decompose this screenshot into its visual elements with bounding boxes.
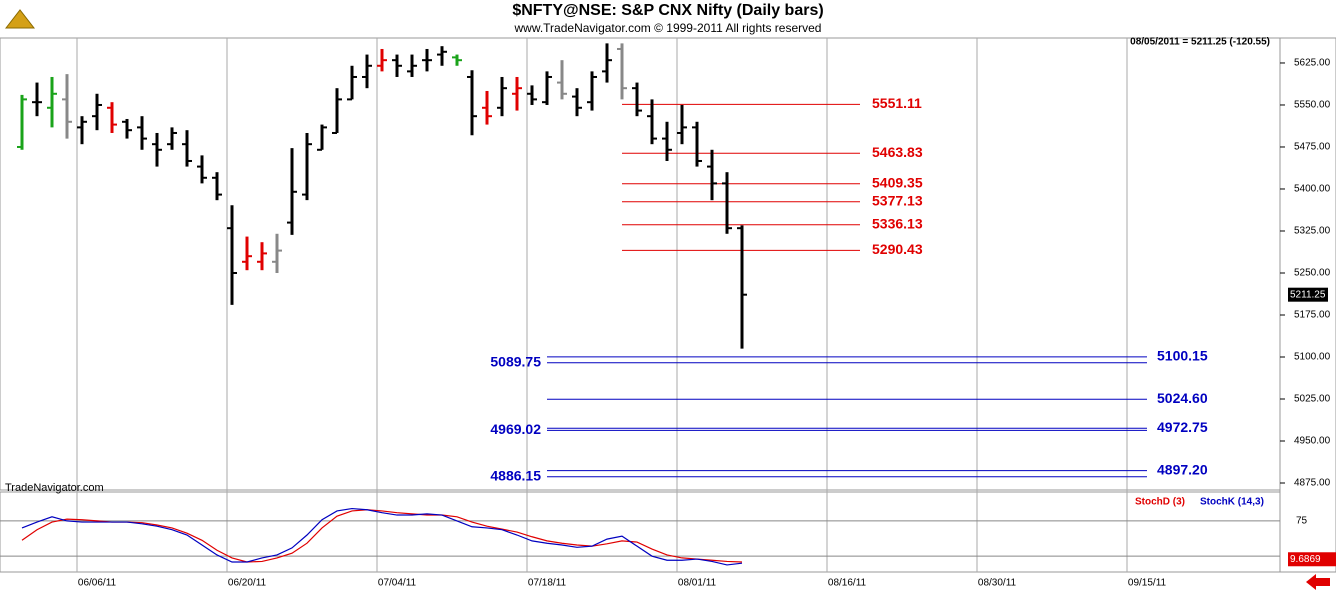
- chart-title: $NFTY@NSE: S&P CNX Nifty (Daily bars): [512, 2, 823, 19]
- resistance-label: 5463.83: [872, 144, 923, 160]
- logo: [4, 9, 36, 29]
- legend-entry: StochD (3): [1135, 497, 1185, 508]
- support-label: 4972.75: [1157, 419, 1208, 435]
- x-tick-label: 07/18/11: [528, 578, 567, 589]
- x-tick-label: 08/30/11: [978, 578, 1017, 589]
- subtitle: www.TradeNavigator.com © 1999-2011 All r…: [514, 21, 822, 35]
- stoch-panel: [0, 491, 1281, 573]
- y-tick-label: 5625.00: [1294, 58, 1331, 69]
- resistance-label: 5409.35: [872, 174, 923, 190]
- y-tick-label: 5325.00: [1294, 226, 1331, 237]
- resistance-label: 5290.43: [872, 241, 923, 257]
- support-label: 4886.15: [490, 467, 541, 483]
- y-tick-label: 5175.00: [1294, 310, 1331, 321]
- stoch-line: [21, 509, 743, 563]
- x-tick-label: 08/01/11: [678, 578, 717, 589]
- y-tick-label: 5475.00: [1294, 142, 1331, 153]
- x-tick-label: 06/06/11: [78, 578, 117, 589]
- y-axis-area: [1279, 37, 1336, 573]
- legend-entry: StochK (14,3): [1200, 497, 1264, 508]
- last-price-label: 5211.25: [1290, 289, 1326, 300]
- y-tick-label: 5100.00: [1294, 352, 1331, 363]
- stoch-last-tag: [1288, 552, 1336, 567]
- y-tick-label: 5025.00: [1294, 394, 1331, 405]
- support-label: 4969.02: [490, 421, 541, 437]
- resistance-label: 5551.11: [872, 95, 922, 111]
- watermark: TradeNavigator.com: [5, 482, 104, 494]
- stoch-tick-label: 75: [1296, 516, 1308, 527]
- price-panel: [0, 37, 1281, 491]
- y-tick-label: 5400.00: [1294, 184, 1331, 195]
- resistance-label: 5377.13: [872, 192, 923, 208]
- resistance-label: 5336.13: [872, 215, 923, 231]
- stoch-line: [21, 507, 743, 566]
- support-label: 5100.15: [1157, 348, 1208, 364]
- support-label: 4897.20: [1157, 461, 1208, 477]
- support-label: 5089.75: [490, 353, 541, 369]
- x-tick-label: 08/16/11: [828, 578, 867, 589]
- x-tick-label: 06/20/11: [228, 578, 267, 589]
- support-label: 5024.60: [1157, 390, 1208, 406]
- x-tick-label: 07/04/11: [378, 578, 417, 589]
- quote: 08/05/2011 = 5211.25 (-120.55): [1130, 37, 1270, 48]
- stoch-last-label: 9.6869: [1290, 554, 1321, 565]
- y-tick-label: 5550.00: [1294, 100, 1331, 111]
- x-tick-label: 09/15/11: [1128, 578, 1167, 589]
- last-price-tag: [1288, 287, 1328, 302]
- y-tick-label: 4875.00: [1294, 478, 1331, 489]
- arrow-icon: [1306, 574, 1330, 590]
- y-tick-label: 4950.00: [1294, 436, 1331, 447]
- y-tick-label: 5250.00: [1294, 268, 1331, 279]
